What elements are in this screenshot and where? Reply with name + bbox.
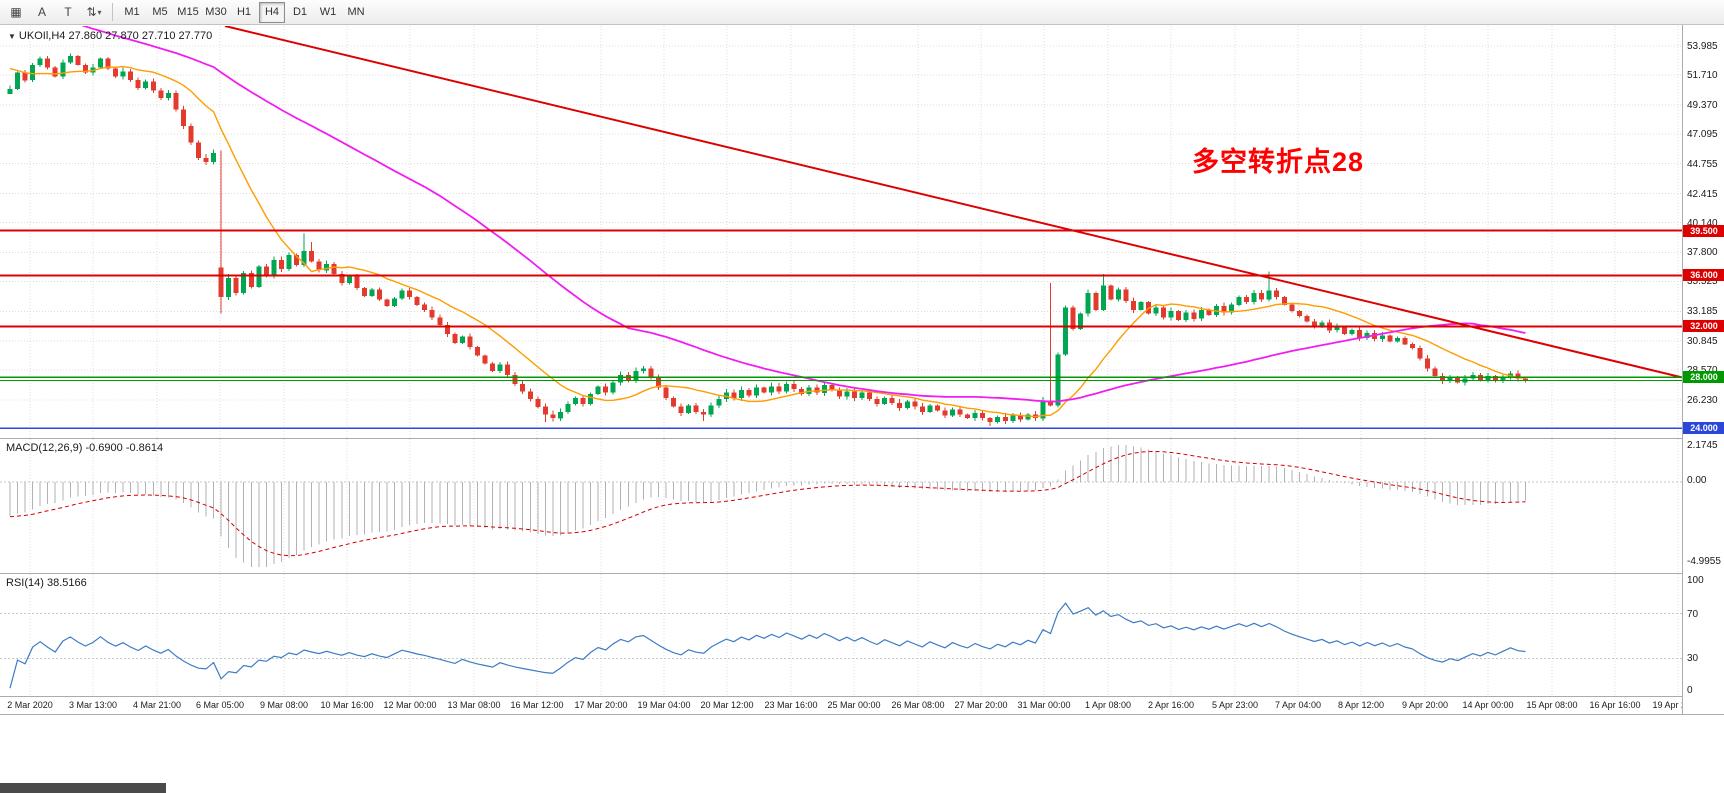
- pane-separator[interactable]: [0, 573, 1724, 574]
- taskbar-fragment: [0, 783, 166, 793]
- price-axis-label: 35.525: [1687, 276, 1718, 287]
- hline-price-tag: 28.000: [1683, 371, 1724, 383]
- timeframe-button-h1[interactable]: H1: [236, 6, 252, 18]
- time-axis-label: 20 Mar 12:00: [700, 700, 754, 710]
- time-axis-label: 2 Apr 16:00: [1147, 700, 1195, 710]
- timeframe-button-w1[interactable]: W1: [319, 6, 337, 18]
- time-axis-label: 10 Mar 16:00: [320, 700, 374, 710]
- timeframe-button-m5[interactable]: M5: [152, 6, 168, 18]
- rsi-label: RSI(14) 38.5166: [6, 577, 87, 589]
- time-axis-label: 31 Mar 00:00: [1017, 700, 1071, 710]
- hline-price-tag: 32.000: [1683, 320, 1724, 332]
- macd-histogram: [9, 445, 1526, 567]
- text-tool-button[interactable]: T: [64, 5, 72, 19]
- grid-layer: [0, 26, 1682, 438]
- ma-13-line: [9, 65, 1526, 418]
- time-axis-label: 8 Apr 12:00: [1337, 700, 1385, 710]
- scroll-icon: ⇅: [86, 5, 97, 19]
- descending-trendline: [224, 26, 1682, 379]
- chart-annotation-text: 多空转折点28: [1192, 147, 1365, 177]
- chart-window: ▼ UKOIl,H4 27.860 27.870 27.710 27.770 多空…: [0, 25, 1724, 715]
- time-axis-label: 2 Mar 2020: [7, 700, 53, 710]
- rsi-chart: [0, 574, 1682, 696]
- macd-indicator-pane[interactable]: MACD(12,26,9) -0.6900 -0.8614: [0, 439, 1682, 573]
- top-toolbar: ▦ A T ⇅ ▾ M1 M5 M15 M30 H1 H4 D1 W1 MN: [0, 0, 1724, 25]
- time-axis-label: 5 Apr 23:00: [1211, 700, 1259, 710]
- candlestick-chart[interactable]: [0, 26, 1682, 438]
- timeframe-button-h4[interactable]: H4: [259, 1, 285, 23]
- macd-axis-max: 2.1745: [1687, 440, 1718, 451]
- price-axis-label: 42.415: [1687, 189, 1718, 200]
- time-axis-label: 13 Mar 08:00: [447, 700, 501, 710]
- price-chart-pane[interactable]: ▼ UKOIl,H4 27.860 27.870 27.710 27.770 多空…: [0, 26, 1682, 438]
- hline-price-tag: 24.000: [1683, 422, 1724, 434]
- symbol-name: UKOIl,H4: [18, 30, 66, 42]
- time-axis-label: 16 Apr 16:00: [1589, 700, 1641, 710]
- time-axis-label: 14 Apr 00:00: [1462, 700, 1514, 710]
- price-axis[interactable]: 2.1745 0.00 -4.9955 100 70 30 0 53.985 51…: [1682, 25, 1724, 714]
- chart-dropdown-icon[interactable]: ▼: [8, 32, 16, 41]
- macd-axis-min: -4.9955: [1687, 556, 1721, 567]
- price-axis-label: 28.570: [1687, 365, 1718, 376]
- symbol-ohlc-label: ▼ UKOIl,H4 27.860 27.870 27.710 27.770: [8, 30, 212, 42]
- timeframe-button-m15[interactable]: M15: [177, 6, 199, 18]
- annotate-tool-button[interactable]: A: [37, 5, 46, 19]
- time-axis-label: 15 Apr 08:00: [1526, 700, 1578, 710]
- rsi-axis-30: 30: [1687, 653, 1699, 664]
- ma-55-line: [81, 26, 1526, 403]
- time-axis-label: 4 Mar 21:00: [132, 700, 182, 710]
- timeframe-button-m1[interactable]: M1: [124, 6, 140, 18]
- price-axis-label: 53.985: [1687, 41, 1718, 52]
- time-axis-label: 19 Mar 04:00: [637, 700, 691, 710]
- price-axis-label: 51.710: [1687, 70, 1718, 81]
- rsi-indicator-pane[interactable]: RSI(14) 38.5166: [0, 574, 1682, 696]
- macd-axis-zero: 0.00: [1687, 475, 1707, 486]
- price-axis-label: 47.095: [1687, 129, 1718, 140]
- chart-bottom-border: [0, 714, 1724, 715]
- pane-separator: [0, 696, 1724, 697]
- chevron-down-icon: ▾: [97, 7, 102, 17]
- time-axis-label: 6 Mar 05:00: [195, 700, 245, 710]
- time-axis-label: 16 Mar 12:00: [510, 700, 564, 710]
- timeframe-button-mn[interactable]: MN: [347, 6, 365, 18]
- time-axis-label: 9 Apr 20:00: [1401, 700, 1449, 710]
- time-axis[interactable]: 2 Mar 2020 3 Mar 13:00 4 Mar 21:00 6 Mar 05…: [0, 697, 1703, 714]
- price-axis-label: 49.370: [1687, 100, 1718, 111]
- price-axis-label: 40.140: [1687, 218, 1718, 229]
- time-axis-label: 26 Mar 08:00: [891, 700, 945, 710]
- time-axis-label: 7 Apr 04:00: [1274, 700, 1322, 710]
- pane-separator[interactable]: [0, 438, 1724, 439]
- time-axis-label: 27 Mar 20:00: [954, 700, 1008, 710]
- timeframe-button-m30[interactable]: M30: [205, 6, 227, 18]
- rsi-axis-0: 0: [1687, 685, 1693, 696]
- hline-price-tag: 39.500: [1683, 225, 1724, 237]
- macd-chart: [0, 439, 1682, 573]
- timeframe-button-d1[interactable]: D1: [292, 6, 308, 18]
- price-axis-label: 26.230: [1687, 395, 1718, 406]
- rsi-line: [9, 602, 1526, 689]
- time-axis-label: 12 Mar 00:00: [383, 700, 437, 710]
- price-axis-label: 44.755: [1687, 159, 1718, 170]
- time-axis-label: 9 Mar 08:00: [259, 700, 309, 710]
- windows-icon[interactable]: ▦: [10, 5, 22, 19]
- price-axis-label: 30.845: [1687, 336, 1718, 347]
- time-axis-label: 1 Apr 08:00: [1084, 700, 1132, 710]
- toolbar-separator: [112, 3, 113, 21]
- time-axis-label: 25 Mar 00:00: [827, 700, 881, 710]
- rsi-axis-70: 70: [1687, 609, 1699, 620]
- macd-label: MACD(12,26,9) -0.6900 -0.8614: [6, 442, 164, 454]
- ohlc-values: 27.860 27.870 27.710 27.770: [68, 30, 213, 42]
- price-axis-label: 33.185: [1687, 306, 1718, 317]
- macd-signal-line: [9, 450, 1526, 557]
- hline-price-tag: 36.000: [1683, 269, 1724, 281]
- time-axis-label: 17 Mar 20:00: [574, 700, 628, 710]
- price-axis-label: 37.800: [1687, 247, 1718, 258]
- time-axis-label: 19 Apr 23:00: [1652, 700, 1704, 710]
- time-axis-label: 3 Mar 13:00: [68, 700, 118, 710]
- scroll-tool-button[interactable]: ⇅ ▾: [82, 1, 106, 23]
- rsi-axis-100: 100: [1687, 575, 1704, 586]
- time-axis-label: 23 Mar 16:00: [764, 700, 818, 710]
